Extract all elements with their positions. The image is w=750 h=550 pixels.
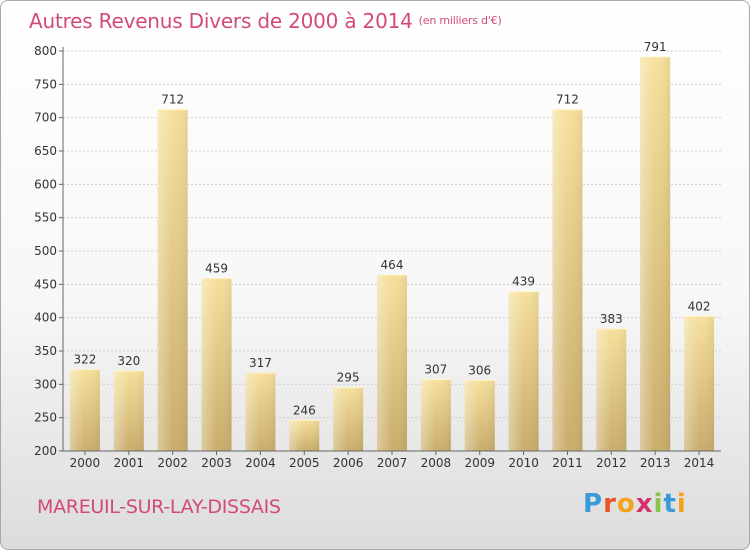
bar-shade — [69, 369, 100, 451]
x-tick-label: 2013 — [640, 456, 671, 470]
chart-unit: (en milliers d'€) — [418, 14, 502, 27]
value-label: 791 — [644, 40, 667, 54]
y-tick-label: 200 — [34, 444, 57, 458]
value-label: 320 — [117, 354, 140, 368]
bar-shade — [113, 371, 144, 451]
value-label: 322 — [73, 353, 96, 367]
logo-letter: x — [635, 489, 654, 519]
labels: 200 250 300 350 400 450 500 550 600 650 700 750 800 3… — [34, 40, 714, 470]
bar-shade — [333, 387, 364, 451]
x-tick-label: 2011 — [552, 456, 583, 470]
bar-shade — [201, 278, 232, 451]
x-tick-label: 2000 — [70, 456, 101, 470]
bar-shade — [640, 57, 671, 451]
y-tick-label: 650 — [34, 144, 57, 158]
value-label: 712 — [161, 93, 184, 107]
x-tick-label: 2001 — [114, 456, 145, 470]
bar-shade — [684, 316, 715, 451]
bar-shade — [289, 420, 320, 451]
value-label: 246 — [293, 403, 316, 417]
y-tick-label: 500 — [34, 244, 57, 258]
y-tick-label: 800 — [34, 44, 57, 58]
x-tick-label: 2002 — [157, 456, 188, 470]
y-tick-label: 750 — [34, 77, 57, 91]
x-tick-label: 2008 — [421, 456, 452, 470]
y-tick-label: 600 — [34, 177, 57, 191]
x-tick-label: 2003 — [201, 456, 232, 470]
proxiti-logo: Proxiti — [583, 489, 687, 519]
bars — [69, 56, 715, 452]
x-tick-label: 2004 — [245, 456, 276, 470]
chart-title: Autres Revenus Divers de 2000 à 2014 (en … — [29, 9, 502, 33]
value-label: 459 — [205, 261, 228, 275]
x-tick-label: 2006 — [333, 456, 364, 470]
x-tick-label: 2005 — [289, 456, 320, 470]
y-tick-label: 400 — [34, 311, 57, 325]
commune-name: MAREUIL-SUR-LAY-DISSAIS — [37, 496, 281, 518]
value-label: 402 — [688, 299, 711, 313]
bar-shade — [596, 329, 627, 451]
logo-letter: t — [663, 489, 677, 519]
y-tick-label: 450 — [34, 277, 57, 291]
bar-shade — [377, 275, 407, 451]
x-tick-label: 2014 — [684, 456, 715, 470]
logo-letter: i — [676, 489, 687, 519]
y-tick-label: 700 — [34, 111, 57, 125]
x-tick-label: 2007 — [377, 456, 408, 470]
y-tick-label: 300 — [34, 377, 57, 391]
y-tick-label: 550 — [34, 211, 57, 225]
chart-title-text: Autres Revenus Divers de 2000 à 2014 — [29, 9, 413, 33]
logo-letter: r — [603, 489, 617, 519]
value-label: 306 — [468, 363, 491, 377]
bar-shade — [552, 109, 583, 452]
x-tick-label: 2010 — [508, 456, 539, 470]
bar-shade — [245, 373, 276, 451]
value-label: 383 — [600, 312, 623, 326]
bar-shade — [420, 379, 451, 451]
value-label: 712 — [556, 93, 579, 107]
x-tick-label: 2009 — [464, 456, 495, 470]
bar-shade — [464, 380, 495, 451]
axes — [59, 47, 721, 455]
x-tick-label: 2012 — [596, 456, 627, 470]
logo-letter: o — [616, 489, 636, 519]
value-label: 307 — [424, 363, 447, 377]
value-label: 317 — [249, 356, 272, 370]
value-label: 295 — [337, 371, 360, 385]
bar-shade — [157, 109, 188, 452]
y-tick-label: 350 — [34, 344, 57, 358]
bar-shade — [508, 291, 539, 451]
logo-letter: P — [583, 489, 604, 519]
value-label: 464 — [381, 258, 404, 272]
value-label: 439 — [512, 275, 535, 289]
y-tick-label: 250 — [34, 411, 57, 425]
logo-letter: i — [653, 489, 664, 519]
